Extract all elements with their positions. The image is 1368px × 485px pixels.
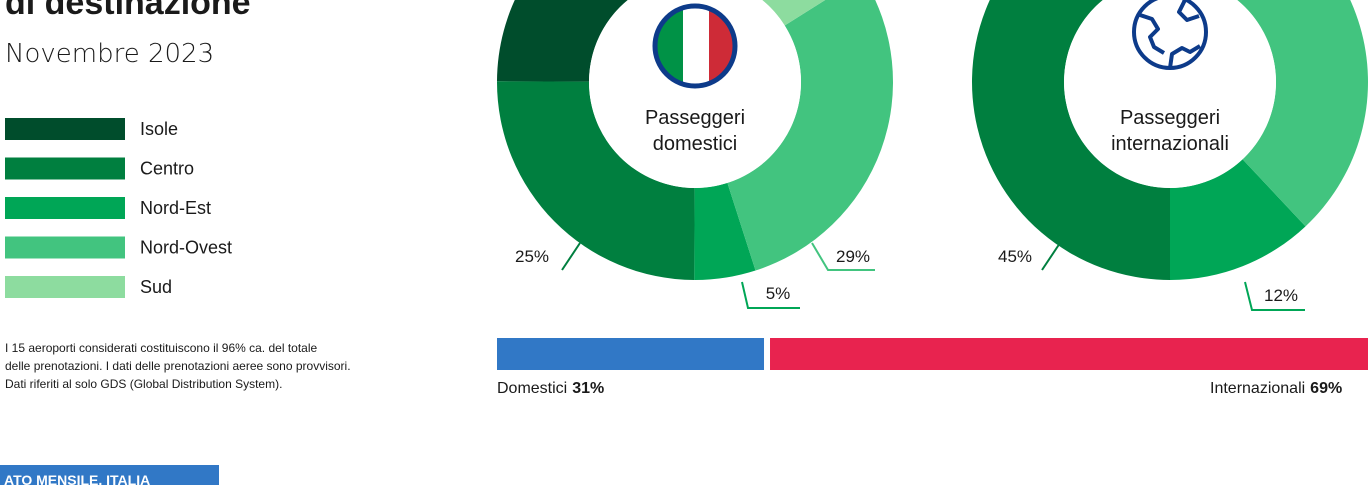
bar-segment bbox=[497, 338, 765, 370]
legend-label: Nord-Ovest bbox=[140, 238, 232, 258]
donut-segment bbox=[972, 0, 1170, 280]
donut-hole bbox=[589, 0, 801, 188]
category: Domestici bbox=[497, 380, 567, 397]
donut-segment bbox=[762, 0, 826, 26]
leader-line bbox=[811, 242, 875, 271]
flag-icon bbox=[652, 3, 738, 89]
category: Internazionali bbox=[1210, 380, 1305, 397]
button-label[interactable]: ATO MENSILE, ITALIA bbox=[4, 472, 150, 485]
value-label: 5% bbox=[766, 284, 791, 303]
bar-label: Domestici 31% bbox=[497, 380, 604, 397]
leader-line bbox=[1041, 242, 1061, 271]
donut-title: Passeggeri bbox=[1120, 107, 1220, 129]
donut-segment bbox=[1237, 0, 1368, 227]
value-label: 31% bbox=[572, 380, 604, 397]
legend-swatch bbox=[5, 118, 125, 140]
value-label: 12% bbox=[1264, 286, 1298, 305]
donut-title: domestici bbox=[653, 133, 737, 155]
donut-segment bbox=[497, 81, 695, 280]
value-label: 29% bbox=[836, 247, 870, 266]
donut-title: internazionali bbox=[1111, 133, 1229, 155]
note: I 15 aeroporti considerati costituiscono… bbox=[5, 341, 318, 355]
donut-segment bbox=[727, 0, 893, 271]
subtitle: Novembre 2023 bbox=[5, 39, 214, 69]
legend-swatch bbox=[5, 197, 125, 219]
bar-segment bbox=[770, 338, 1368, 370]
legend-label: Nord-Est bbox=[140, 198, 211, 218]
bar-label: Internazionali 69% bbox=[1210, 380, 1342, 397]
legend-swatch bbox=[5, 157, 125, 180]
legend-label: Sud bbox=[140, 277, 172, 297]
donut-hole bbox=[1064, 0, 1276, 188]
leader-line bbox=[741, 281, 800, 309]
donut-segment bbox=[694, 182, 756, 280]
note: delle prenotazioni. I dati delle prenota… bbox=[5, 359, 351, 373]
legend-swatch bbox=[5, 276, 125, 298]
legend-swatch bbox=[5, 236, 125, 259]
legend-label: Isole bbox=[140, 119, 178, 139]
legend-label: Centro bbox=[140, 159, 194, 179]
donut-segment bbox=[1170, 159, 1306, 280]
globe-icon bbox=[1132, 0, 1208, 70]
donut-title: Passeggeri bbox=[645, 107, 745, 129]
button[interactable] bbox=[0, 465, 219, 485]
leader-line bbox=[561, 242, 581, 271]
title: di destinazione bbox=[5, 0, 251, 22]
value-label: 45% bbox=[998, 247, 1032, 266]
value-label: 69% bbox=[1310, 380, 1342, 397]
value-label: 25% bbox=[515, 247, 549, 266]
note: Dati riferiti al solo GDS (Global Distri… bbox=[5, 377, 282, 391]
donut-segment bbox=[497, 0, 628, 82]
leader-line bbox=[1244, 281, 1305, 311]
